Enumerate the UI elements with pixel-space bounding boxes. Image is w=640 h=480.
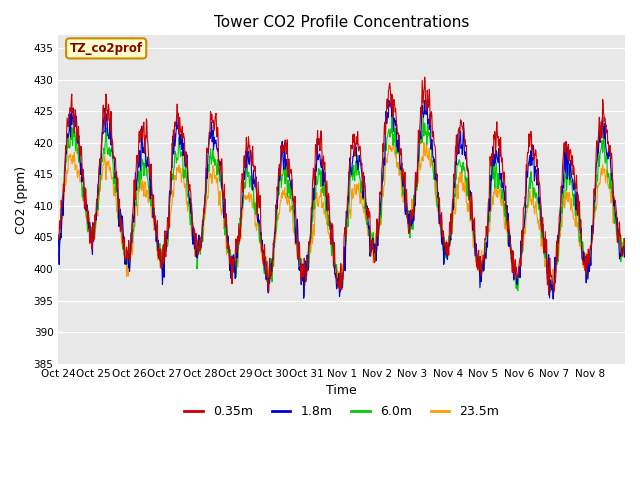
Title: Tower CO2 Profile Concentrations: Tower CO2 Profile Concentrations <box>214 15 469 30</box>
Legend: 0.35m, 1.8m, 6.0m, 23.5m: 0.35m, 1.8m, 6.0m, 23.5m <box>179 400 504 423</box>
Text: TZ_co2prof: TZ_co2prof <box>70 42 143 55</box>
Y-axis label: CO2 (ppm): CO2 (ppm) <box>15 166 28 234</box>
X-axis label: Time: Time <box>326 384 357 397</box>
